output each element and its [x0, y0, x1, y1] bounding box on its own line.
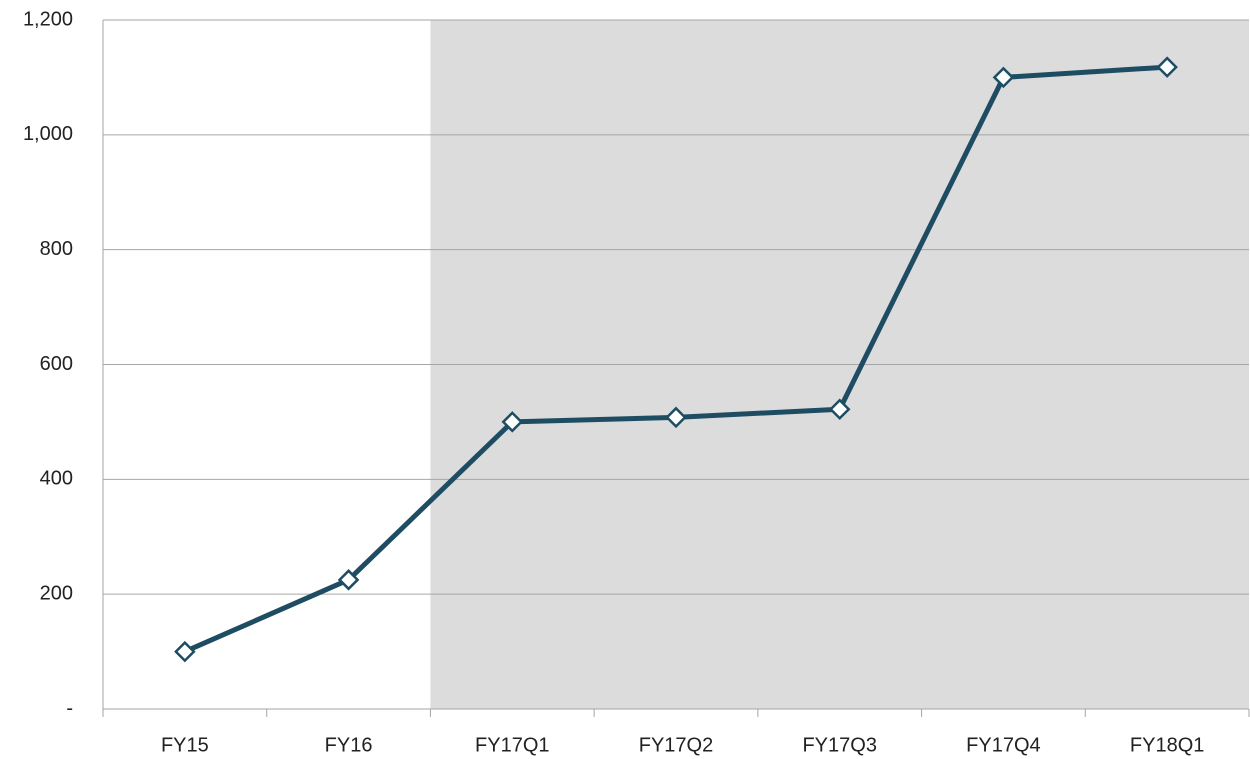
- x-tick-label: FY17Q4: [966, 734, 1040, 756]
- x-tick-label: FY17Q3: [802, 734, 876, 756]
- y-tick-label: 400: [40, 468, 73, 490]
- x-tick-label: FY18Q1: [1130, 734, 1204, 756]
- marker: [337, 569, 360, 591]
- x-tick-label: FY17Q1: [475, 734, 549, 756]
- y-tick-label: 800: [40, 238, 73, 260]
- marker: [992, 66, 1015, 89]
- marker: [1156, 56, 1178, 78]
- x-tick-label: FY17Q2: [639, 734, 713, 756]
- marker: [828, 398, 851, 421]
- x-tick-label: FY16: [325, 734, 373, 756]
- y-tick-label: 1,200: [23, 8, 73, 30]
- y-tick-label: 200: [40, 582, 73, 604]
- y-tick-label: -: [66, 697, 73, 719]
- marker: [174, 640, 196, 663]
- marker: [501, 411, 524, 433]
- y-tick-label: 1,000: [23, 123, 73, 145]
- x-tick-label: FY15: [161, 734, 209, 756]
- y-tick-label: 600: [40, 353, 73, 375]
- marker: [665, 406, 687, 429]
